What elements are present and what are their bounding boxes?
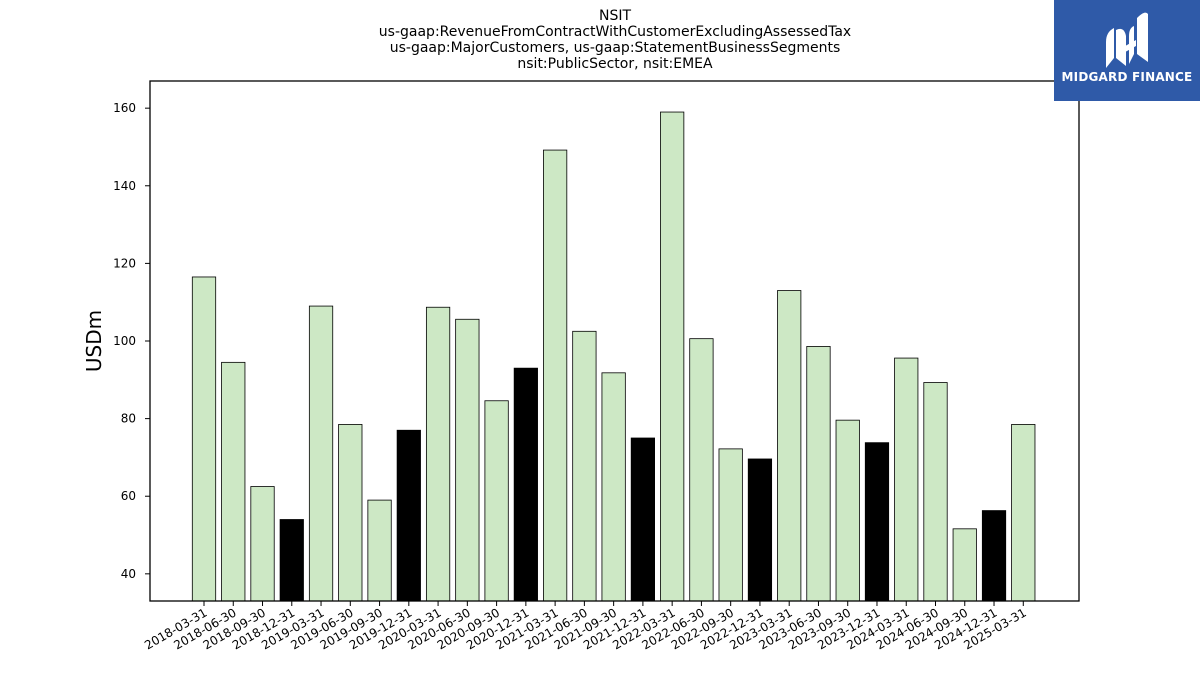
bar: [191, 276, 217, 602]
bar: [601, 372, 626, 602]
bar: [221, 361, 246, 602]
bar: [747, 458, 773, 602]
bar: [513, 367, 538, 602]
y-tick-label: 100: [113, 334, 136, 348]
bar: [981, 510, 1007, 602]
bar: [543, 149, 568, 602]
bar: [250, 486, 275, 602]
bar: [396, 429, 421, 602]
bar: [894, 357, 919, 602]
midgard-logo-icon: [1106, 12, 1148, 68]
bar: [572, 330, 597, 602]
chart-title: NSITus-gaap:RevenueFromContractWithCusto…: [379, 8, 851, 72]
bar: [630, 437, 656, 602]
bar: [425, 306, 451, 602]
x-axis: 2018-03-312018-06-302018-09-302018-12-31…: [142, 601, 1029, 652]
bar: [689, 338, 714, 602]
y-tick-label: 40: [121, 567, 136, 581]
y-tick-label: 140: [113, 179, 136, 193]
y-tick-label: 60: [121, 489, 136, 503]
bar: [952, 528, 977, 602]
y-tick-label: 120: [113, 256, 136, 270]
y-tick-label: 160: [113, 101, 136, 115]
bar: [660, 111, 685, 602]
bar: [308, 305, 334, 602]
y-axis-label: USDm: [82, 310, 106, 372]
bar: [777, 290, 802, 602]
title-line: us-gaap:RevenueFromContractWithCustomerE…: [379, 24, 851, 40]
bar: [1011, 424, 1036, 602]
bar: [279, 519, 304, 602]
title-line: NSIT: [599, 8, 631, 24]
title-line: nsit:PublicSector, nsit:EMEA: [517, 56, 713, 72]
bar: [806, 346, 831, 602]
bar: [338, 424, 363, 602]
bars-group: [191, 111, 1036, 602]
bar: [455, 318, 480, 602]
bar: [923, 382, 948, 602]
logo-text: MIDGARD FINANCE: [1061, 70, 1193, 84]
bar: [718, 448, 743, 602]
bar: [367, 499, 392, 602]
title-line: us-gaap:MajorCustomers, us-gaap:Statemen…: [390, 40, 841, 56]
y-axis: 40 60 80 100 120 140 160: [113, 101, 150, 581]
bar: [484, 400, 509, 602]
midgard-finance-logo: MIDGARD FINANCE: [1054, 0, 1200, 101]
bar: [835, 419, 860, 602]
bar: [864, 442, 890, 602]
y-tick-label: 80: [121, 412, 136, 426]
plot-frame: [149, 80, 1080, 602]
